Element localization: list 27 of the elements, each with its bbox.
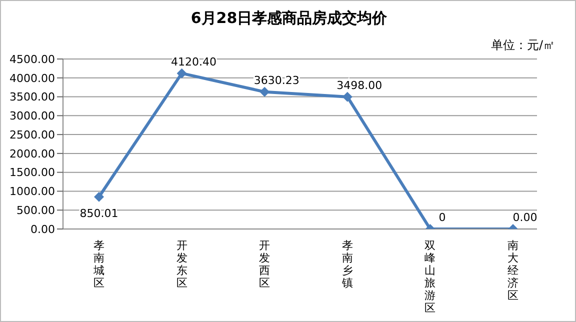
x-tick-label: 开发东区 bbox=[176, 239, 188, 290]
point bbox=[342, 92, 352, 102]
x-tick-label: 南大经济区 bbox=[508, 239, 518, 302]
x-tick-label: 双峰山旅游区 bbox=[424, 239, 436, 314]
y-tick-label: 1000.00 bbox=[10, 185, 55, 198]
data-label: 3630.23 bbox=[254, 74, 300, 87]
y-tick-label: 4500.00 bbox=[10, 52, 55, 66]
x-tick-label: 孝南乡镇 bbox=[340, 239, 353, 290]
y-tick-label: 2500.00 bbox=[10, 128, 55, 142]
y-tick-label: 3500.00 bbox=[10, 90, 55, 104]
data-label: 4120.40 bbox=[171, 55, 217, 68]
y-tick-label: 500.00 bbox=[16, 204, 55, 218]
data-label: 0 bbox=[438, 211, 446, 224]
data-label: 850.01 bbox=[80, 206, 118, 220]
y-axis-title: 单位：元/㎡ bbox=[490, 37, 555, 54]
y-tick-label: 3000.00 bbox=[10, 110, 55, 123]
y-tick-label: 0.00 bbox=[30, 222, 55, 236]
data-label: 0.00 bbox=[512, 211, 538, 224]
x-tick-label: 开发西区 bbox=[259, 239, 270, 290]
y-tick-label: 4000.00 bbox=[10, 72, 55, 85]
point bbox=[176, 68, 187, 78]
y-tick-label: 2000.00 bbox=[10, 147, 55, 160]
data-label: 3498.00 bbox=[336, 78, 382, 92]
point bbox=[260, 86, 270, 97]
y-tick-label: 1500.00 bbox=[10, 166, 55, 180]
x-tick-label: 孝南城区 bbox=[92, 239, 104, 290]
chart-title: 6月28日孝感商品房成交均价 bbox=[190, 9, 388, 28]
